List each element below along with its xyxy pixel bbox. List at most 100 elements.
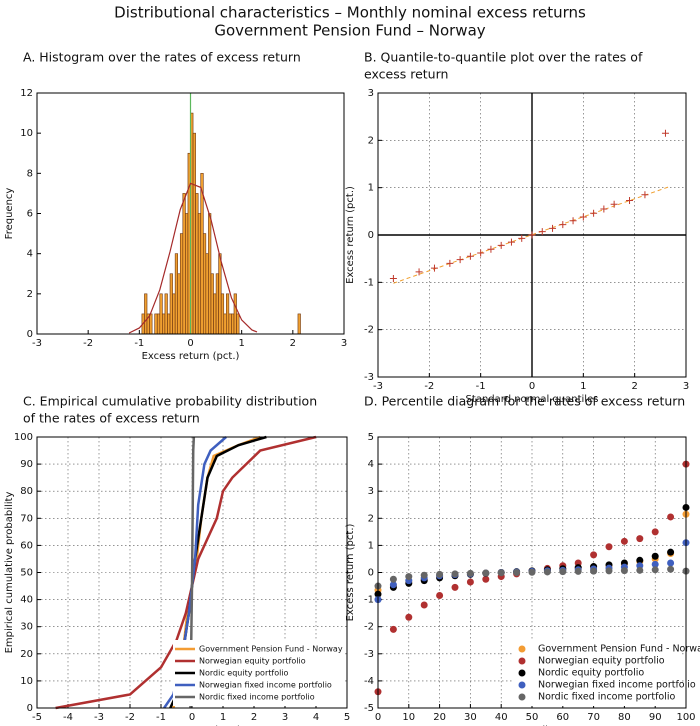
y-axis-label: Excess return (pct.) bbox=[345, 523, 356, 621]
y-tick-label: 20 bbox=[20, 649, 33, 660]
y-tick-label: 6 bbox=[27, 209, 33, 220]
legend-box bbox=[173, 640, 343, 706]
point bbox=[651, 566, 659, 574]
point bbox=[538, 228, 546, 236]
chart-title: of the rates of excess return bbox=[23, 411, 200, 426]
bar bbox=[174, 253, 179, 335]
x-tick-label: 10 bbox=[402, 712, 415, 723]
x-tick-label: 1 bbox=[220, 712, 226, 723]
bar bbox=[215, 273, 219, 335]
y-tick-label: 2 bbox=[27, 289, 33, 300]
x-tick-label: 50 bbox=[526, 712, 539, 723]
y-tick-label: 0 bbox=[368, 230, 374, 241]
chart-title: A. Histogram over the rates of excess re… bbox=[23, 50, 301, 65]
x-tick-label: 0 bbox=[375, 712, 381, 723]
y-tick-label: 10 bbox=[20, 676, 33, 687]
plot-frame bbox=[377, 92, 687, 378]
x-tick-label: 5 bbox=[344, 712, 350, 723]
bar bbox=[154, 313, 158, 335]
y-tick-label: -3 bbox=[364, 372, 374, 383]
bar bbox=[210, 273, 214, 335]
point bbox=[405, 573, 413, 581]
chart-title: C. Empirical cumulative probability dist… bbox=[23, 394, 317, 409]
y-tick-label: -3 bbox=[364, 649, 374, 660]
point bbox=[466, 252, 474, 260]
x-tick-label: 20 bbox=[433, 712, 446, 723]
y-tick-label: 40 bbox=[20, 595, 33, 606]
x-tick-label: -3 bbox=[32, 338, 42, 349]
point bbox=[667, 559, 675, 567]
x-tick-label: -1 bbox=[476, 381, 486, 392]
legend-swatch bbox=[518, 669, 526, 677]
y-tick-label: 0 bbox=[27, 329, 33, 340]
y-axis-label: Empirical cumulative probability bbox=[4, 492, 15, 654]
point bbox=[661, 129, 669, 137]
point bbox=[451, 583, 459, 591]
y-tick-label: 0 bbox=[27, 703, 33, 714]
y-tick-label: 30 bbox=[20, 622, 33, 633]
point bbox=[415, 268, 423, 276]
point bbox=[600, 205, 608, 213]
bar bbox=[205, 253, 209, 335]
chart-title: excess return bbox=[364, 67, 448, 82]
bar bbox=[177, 273, 181, 335]
bar bbox=[202, 233, 207, 335]
bar bbox=[167, 313, 171, 335]
point bbox=[620, 537, 628, 545]
point bbox=[389, 625, 397, 633]
point bbox=[436, 570, 444, 578]
x-tick-label: 0 bbox=[529, 381, 535, 392]
point bbox=[497, 241, 505, 249]
bar bbox=[197, 213, 202, 335]
bar bbox=[236, 313, 240, 335]
point bbox=[667, 513, 675, 521]
y-tick-label: 1 bbox=[368, 183, 374, 194]
bar bbox=[149, 313, 153, 335]
x-tick-label: -2 bbox=[125, 712, 135, 723]
bar bbox=[179, 233, 184, 335]
bar bbox=[200, 173, 204, 335]
bar bbox=[223, 313, 227, 335]
legend-swatch bbox=[518, 681, 526, 689]
point bbox=[559, 568, 567, 576]
x-tick-label: -2 bbox=[424, 381, 434, 392]
y-tick-label: 12 bbox=[20, 88, 33, 99]
point bbox=[605, 567, 613, 575]
point bbox=[507, 238, 515, 246]
bar bbox=[192, 132, 196, 335]
legend-label: Nordic fixed income portfolio bbox=[199, 693, 315, 702]
x-tick-label: 80 bbox=[618, 712, 631, 723]
legend-label: Nordic fixed income portfolio bbox=[538, 692, 676, 703]
y-tick-label: 10 bbox=[20, 128, 33, 139]
y-tick-label: 4 bbox=[368, 459, 374, 470]
x-tick-label: 100 bbox=[676, 712, 695, 723]
x-axis-label: Standard normal quantiles bbox=[466, 394, 599, 405]
y-axis-label: Excess return (pct.) bbox=[345, 186, 356, 284]
legend-label: Norwegian fixed income portfolio bbox=[199, 681, 332, 690]
y-tick-label: 1 bbox=[368, 540, 374, 551]
point bbox=[451, 570, 459, 578]
y-tick-label: -2 bbox=[364, 325, 374, 336]
x-tick-label: -1 bbox=[134, 338, 144, 349]
x-tick-label: 2 bbox=[290, 338, 296, 349]
bar bbox=[231, 313, 235, 335]
x-tick-label: -1 bbox=[156, 712, 166, 723]
y-tick-label: 8 bbox=[27, 168, 33, 179]
bar bbox=[220, 293, 225, 335]
bar bbox=[208, 213, 212, 335]
point bbox=[487, 245, 495, 253]
point bbox=[667, 548, 675, 556]
point bbox=[651, 560, 659, 568]
legend-label: Government Pension Fund - Norway bbox=[538, 644, 700, 655]
bar bbox=[213, 293, 217, 335]
x-tick-label: 1 bbox=[238, 338, 244, 349]
point bbox=[466, 578, 474, 586]
point bbox=[482, 575, 490, 583]
bar bbox=[226, 293, 230, 335]
figure-subtitle: Government Pension Fund – Norway bbox=[214, 22, 485, 40]
point bbox=[528, 231, 536, 239]
point bbox=[626, 196, 634, 204]
point bbox=[610, 200, 618, 208]
point bbox=[569, 217, 577, 225]
bar bbox=[233, 293, 237, 335]
